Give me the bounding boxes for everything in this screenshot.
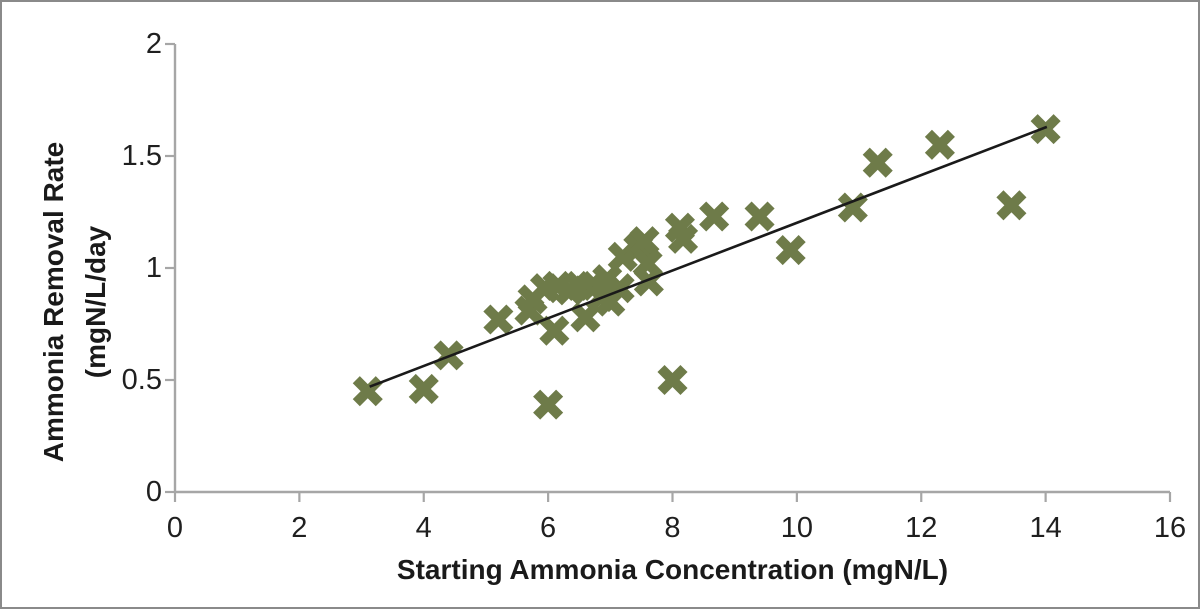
data-point-marker (483, 304, 514, 335)
data-point-marker (744, 201, 775, 232)
y-axis-title-line2: (mgN/L/day (80, 225, 111, 379)
x-axis-title: Starting Ammonia Concentration (mgN/L) (396, 554, 949, 585)
data-point-marker (837, 192, 868, 223)
y-tick-label: 2 (145, 28, 162, 60)
data-point-marker (539, 315, 570, 346)
x-tick-label: 2 (291, 512, 308, 544)
data-point-marker (629, 226, 660, 257)
y-axis-title-line1: Ammonia Removal Rate (38, 141, 69, 463)
data-point-marker (633, 266, 664, 297)
data-point-marker (668, 223, 699, 254)
data-point-marker (862, 147, 893, 178)
trend-line (369, 125, 1048, 388)
y-tick-label: 0.5 (121, 364, 162, 396)
data-point-marker (657, 364, 688, 396)
x-tick-label: 0 (166, 512, 184, 544)
data-point-marker (996, 190, 1027, 221)
y-tick-label: 1 (145, 252, 162, 284)
y-tick-label: 1.5 (121, 140, 162, 172)
data-point-marker (775, 235, 806, 266)
y-axis-title: Ammonia Removal Rate (mgN/L/day (33, 87, 119, 517)
x-tick-label: 14 (1029, 512, 1062, 544)
data-point-marker (408, 373, 439, 404)
data-point-marker (699, 201, 730, 232)
y-tick-label: 0 (145, 476, 162, 508)
x-tick-label: 12 (905, 512, 938, 544)
data-point-marker (604, 273, 635, 304)
data-point-marker (924, 129, 955, 160)
x-tick-label: 6 (540, 512, 557, 544)
x-tick-label: 10 (780, 512, 813, 544)
x-tick-label: 4 (415, 512, 432, 544)
data-point-marker (1030, 114, 1061, 145)
x-tick-label: 8 (664, 512, 681, 544)
x-tick-label: 16 (1153, 512, 1187, 544)
data-point-marker (533, 389, 564, 420)
